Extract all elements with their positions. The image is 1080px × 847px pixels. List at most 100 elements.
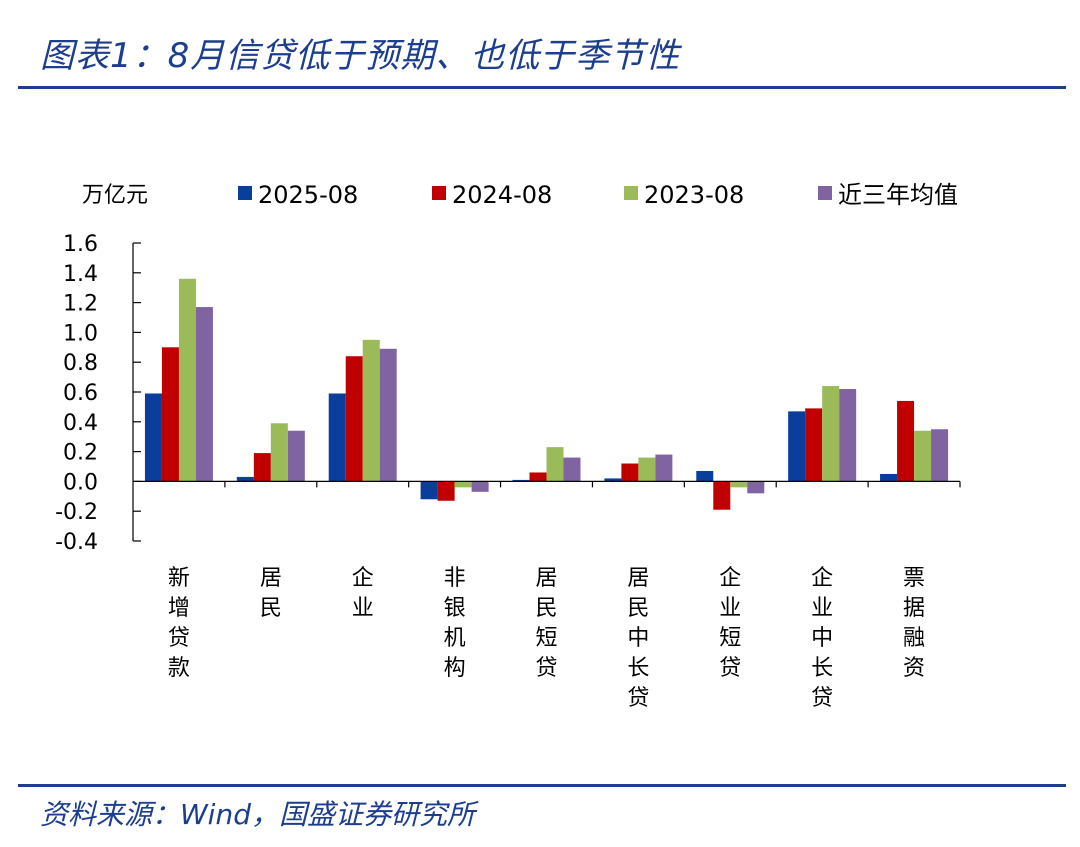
category-label: 短	[719, 626, 741, 651]
unit-label: 万亿元	[82, 183, 148, 208]
bar	[839, 389, 857, 482]
category-label: 民	[627, 596, 649, 621]
category-label: 居	[260, 566, 282, 591]
category-label: 据	[903, 596, 925, 621]
category-label: 短	[535, 626, 557, 651]
legend: 2025-08 2024-08 2023-08 近三年均值	[238, 181, 958, 209]
category-label: 机	[444, 626, 466, 651]
bar	[512, 479, 530, 482]
y-tick-label: 1.2	[63, 292, 98, 317]
category-label: 票	[903, 566, 925, 591]
legend-swatch	[624, 186, 638, 200]
category-label: 业	[811, 596, 833, 621]
bar	[454, 481, 472, 488]
category-label: 增	[168, 596, 190, 621]
category-label: 贷	[627, 686, 649, 711]
y-tick-label: -0.4	[55, 530, 98, 555]
category-label: 中	[627, 626, 649, 651]
bar	[144, 393, 162, 482]
legend-swatch	[432, 186, 446, 200]
bar	[730, 481, 748, 488]
bar	[655, 454, 673, 482]
category-label: 民	[260, 596, 282, 621]
bar	[788, 411, 806, 482]
bar	[696, 470, 714, 482]
legend-label: 2023-08	[644, 181, 744, 209]
y-tick-label: -0.2	[55, 500, 98, 525]
legend-swatch	[238, 186, 252, 200]
y-tick-label: 0.0	[63, 470, 98, 495]
bar	[529, 472, 547, 482]
bar	[621, 463, 639, 482]
bar	[747, 481, 765, 494]
bar	[287, 430, 305, 482]
bar	[713, 481, 731, 510]
y-axis: 1.6 1.4 1.2 1.0 0.8 0.6 0.4 0.2 0.0 -0.2 -0.4	[55, 232, 141, 555]
bar	[931, 429, 949, 482]
y-tick-label: 1.4	[63, 262, 98, 287]
bars	[144, 278, 949, 510]
bar	[914, 430, 932, 482]
category-label: 非	[444, 566, 466, 591]
category-label: 构	[444, 656, 466, 681]
bar	[897, 400, 915, 482]
bar	[822, 386, 840, 482]
bar	[379, 348, 397, 482]
category-label: 款	[168, 656, 190, 681]
category-label: 贷	[811, 686, 833, 711]
category-label: 贷	[168, 626, 190, 651]
bar	[437, 481, 455, 501]
bar	[880, 473, 898, 482]
category-label: 居	[535, 566, 557, 591]
page-title: 图表1：8月信贷低于预期、也低于季节性	[40, 36, 681, 76]
source-divider	[18, 784, 1066, 787]
y-tick-label: 0.8	[63, 351, 98, 376]
category-label: 长	[627, 656, 649, 681]
y-tick-label: 0.6	[63, 381, 98, 406]
legend-swatch	[818, 186, 832, 200]
y-tick-label: 1.0	[63, 321, 98, 346]
bar	[420, 481, 438, 500]
bar	[178, 278, 196, 482]
category-label: 业	[719, 596, 741, 621]
category-label: 新	[168, 566, 190, 591]
y-tick-label: 0.2	[63, 441, 98, 466]
bar	[253, 453, 271, 482]
category-label: 中	[811, 626, 833, 651]
category-label: 业	[352, 596, 374, 621]
x-axis	[133, 480, 961, 488]
bar	[270, 423, 288, 482]
bar	[638, 457, 656, 482]
category-label: 贷	[535, 656, 557, 681]
legend-label: 2024-08	[452, 181, 552, 209]
legend-label: 近三年均值	[838, 181, 958, 209]
bar	[328, 393, 346, 482]
y-tick-label: 0.4	[63, 411, 98, 436]
category-label: 资	[903, 656, 925, 681]
category-label: 企	[352, 566, 374, 591]
category-label: 长	[811, 656, 833, 681]
category-label: 居	[627, 566, 649, 591]
category-label: 银	[444, 596, 466, 621]
category-label: 融	[903, 626, 925, 651]
y-tick-label: 1.6	[63, 232, 98, 257]
bar	[563, 457, 581, 482]
category-label: 民	[535, 596, 557, 621]
bar	[161, 347, 179, 482]
bar	[604, 478, 622, 482]
title-divider	[18, 86, 1066, 89]
category-label: 企	[719, 566, 741, 591]
bar	[362, 339, 380, 482]
bar	[195, 307, 213, 482]
source-note: 资料来源：Wind，国盛证券研究所	[40, 798, 475, 831]
bar	[236, 476, 254, 482]
category-label: 贷	[719, 656, 741, 681]
category-label: 企	[811, 566, 833, 591]
bar	[345, 356, 363, 482]
legend-label: 2025-08	[258, 181, 358, 209]
bar	[471, 481, 489, 492]
bar	[546, 447, 564, 482]
bar	[805, 408, 823, 482]
